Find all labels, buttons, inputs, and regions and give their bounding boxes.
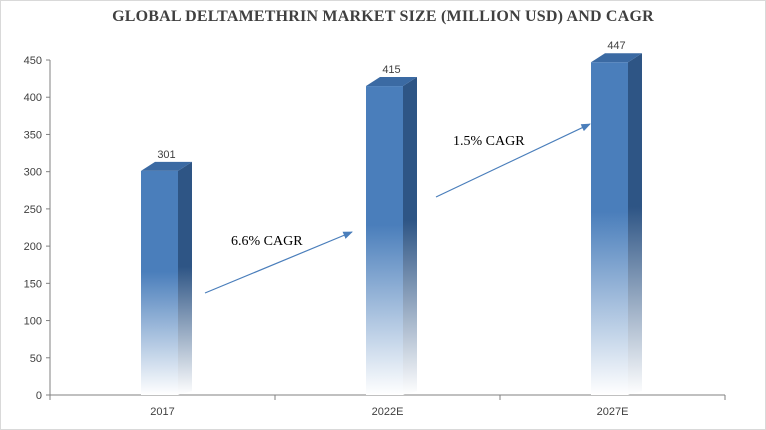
bar-top-face <box>141 161 192 171</box>
bar-top-face <box>366 77 417 87</box>
y-tick-label: 350 <box>24 129 42 141</box>
data-label: 415 <box>382 64 400 76</box>
bar-front-face <box>141 170 178 395</box>
x-tick-label: 2017 <box>150 406 174 418</box>
bar-side-face <box>178 161 192 395</box>
cagr-label: 6.6% CAGR <box>231 234 303 249</box>
x-tick-label: 2022E <box>372 406 404 418</box>
data-label: 301 <box>157 149 175 161</box>
y-tick-label: 150 <box>24 278 42 290</box>
bar <box>366 77 417 396</box>
y-tick-label: 100 <box>24 316 42 328</box>
chart-title: GLOBAL DELTAMETHRIN MARKET SIZE (MILLION… <box>112 8 654 25</box>
bar <box>591 53 642 395</box>
y-tick-label: 400 <box>24 92 42 104</box>
bar-top-face <box>591 53 642 63</box>
bar-front-face <box>591 62 628 395</box>
axes: 0 50 100 150 200 250 300 350 400 450 2017 2022E 2027… <box>24 55 726 418</box>
y-tick-label: 300 <box>24 167 42 179</box>
bar-front-face <box>366 86 403 396</box>
bar-side-face <box>403 77 417 396</box>
y-tick-label: 0 <box>36 390 42 402</box>
y-tick-label: 250 <box>24 204 42 216</box>
y-tick-label: 50 <box>30 353 42 365</box>
y-tick-label: 450 <box>24 55 42 67</box>
cagr-annotations: 6.6% CAGR 1.5% CAGR <box>204 123 591 294</box>
cagr-arrow <box>435 123 591 198</box>
y-tick-label: 200 <box>24 241 42 253</box>
bar <box>141 161 192 395</box>
data-label: 447 <box>607 40 625 52</box>
cagr-arrow <box>204 231 353 294</box>
x-tick-label: 2027E <box>597 406 629 418</box>
cagr-label: 1.5% CAGR <box>453 134 525 149</box>
bars: 301 415 447 <box>141 40 642 396</box>
bar-side-face <box>628 53 642 395</box>
